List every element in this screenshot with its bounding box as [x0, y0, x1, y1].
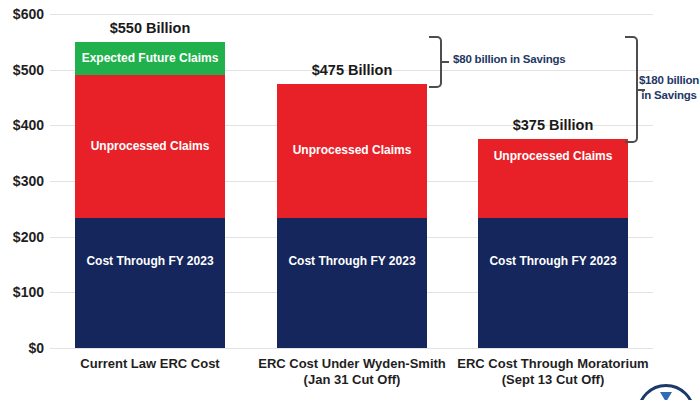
bar-total-label: $375 Billion [478, 117, 628, 133]
savings-label-line: $180 billion [638, 73, 700, 88]
bracket-mid-tick [441, 61, 449, 63]
bar-segment-label: Expected Future Claims [75, 51, 225, 65]
category-label-line: ERC Cost Through Moratorium [443, 356, 663, 372]
savings-label: $180 billionin Savings [638, 73, 700, 103]
bar-segment-label: Cost Through FY 2023 [277, 254, 427, 268]
category-label: ERC Cost Under Wyden-Smith(Jan 31 Cut Of… [242, 356, 462, 387]
bar-total-label: $475 Billion [277, 62, 427, 78]
gridline [50, 348, 653, 349]
bar-segment-label: Unprocessed Claims [75, 139, 225, 153]
logo-compass-mark [660, 392, 672, 400]
bar-segment: Unprocessed Claims [75, 75, 225, 218]
savings-bracket [625, 36, 638, 143]
erc-stacked-bar-chart: $0 $100 $200 $300 $400 $500 $600 Cost Through … [0, 0, 700, 400]
y-axis-tick-label: $500 [0, 62, 44, 78]
category-label-line: (Sept 13 Cut Off) [443, 372, 663, 388]
bar-segment-label: Unprocessed Claims [478, 149, 628, 163]
bar-segment: Cost Through FY 2023 [478, 218, 628, 348]
bar-segment-label: Cost Through FY 2023 [75, 254, 225, 268]
y-axis-tick-label: $400 [0, 117, 44, 133]
bar-segment: Cost Through FY 2023 [75, 218, 225, 348]
bar-segment: Unprocessed Claims [277, 84, 427, 219]
bar-segment: Cost Through FY 2023 [277, 218, 427, 348]
category-label-line: ERC Cost Under Wyden-Smith [242, 356, 462, 372]
savings-label-line: in Savings [638, 88, 700, 103]
category-label: Current Law ERC Cost [40, 356, 260, 372]
bar-segment-label: Unprocessed Claims [277, 143, 427, 157]
y-axis-tick-label: $600 [0, 6, 44, 22]
savings-label: $80 billion in Savings [453, 52, 566, 67]
category-label: ERC Cost Through Moratorium(Sept 13 Cut … [443, 356, 663, 387]
y-axis-tick-label: $300 [0, 173, 44, 189]
bar-segment-label: Cost Through FY 2023 [478, 254, 628, 268]
y-axis-tick-label: $100 [0, 284, 44, 300]
gridline [50, 14, 653, 15]
bar-total-label: $550 Billion [75, 20, 225, 36]
savings-label-line: $80 billion in Savings [453, 52, 566, 67]
y-axis-tick-label: $200 [0, 229, 44, 245]
category-label-line: (Jan 31 Cut Off) [242, 372, 462, 388]
y-axis-tick-label: $0 [0, 340, 44, 356]
bar-segment: Expected Future Claims [75, 42, 225, 75]
category-label-line: Current Law ERC Cost [40, 356, 260, 372]
bar-segment: Unprocessed Claims [478, 139, 628, 218]
savings-bracket [429, 36, 442, 88]
